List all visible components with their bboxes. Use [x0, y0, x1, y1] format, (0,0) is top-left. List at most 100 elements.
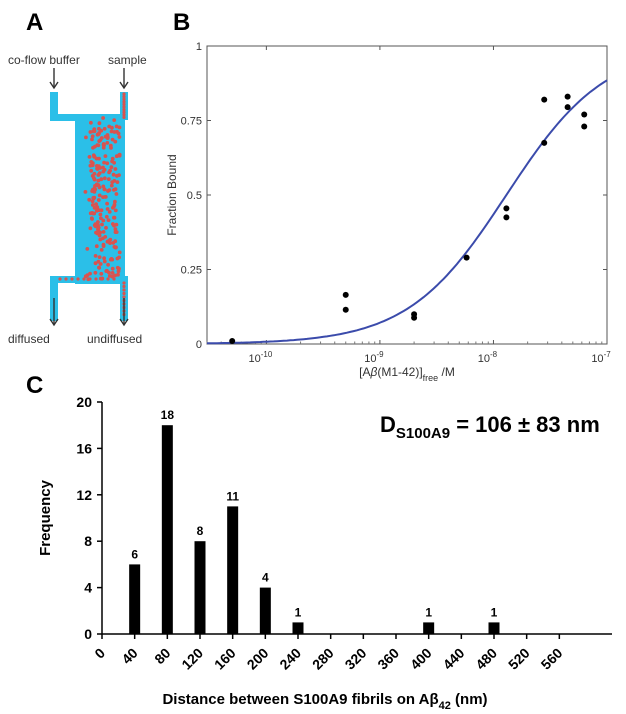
data-point [229, 338, 236, 345]
coflow-label: co-flow buffer [8, 53, 80, 67]
particle [87, 197, 92, 202]
data-point [503, 205, 510, 212]
particle [91, 211, 95, 216]
particle [87, 155, 92, 159]
particle [96, 178, 101, 183]
particle [122, 291, 126, 296]
particle [100, 277, 104, 281]
particle [102, 160, 106, 165]
particle [109, 146, 113, 150]
particle [92, 177, 97, 182]
particle [112, 130, 117, 134]
particle [110, 271, 115, 275]
particle [107, 188, 112, 193]
particle [102, 256, 106, 261]
particle [99, 271, 104, 276]
particle [93, 254, 98, 258]
particle [85, 247, 90, 251]
particle [89, 168, 94, 173]
particle [117, 250, 122, 255]
data-point [463, 254, 470, 261]
particle [96, 198, 101, 202]
particle [89, 160, 94, 164]
particle [117, 153, 121, 158]
particle [88, 271, 92, 276]
bar [129, 564, 141, 634]
particle [97, 121, 102, 126]
particle [122, 295, 126, 299]
x-tick-label: 200 [244, 645, 272, 673]
y-tick-label: 0 [84, 626, 92, 642]
particle [99, 177, 104, 182]
data-point [541, 96, 548, 103]
particle [122, 97, 126, 101]
particle [100, 222, 104, 227]
undiffused-label: undiffused [87, 332, 142, 346]
particle [112, 179, 117, 183]
particle [108, 241, 112, 246]
particle [106, 262, 110, 267]
particle [94, 244, 99, 249]
particle [99, 216, 103, 221]
data-point [342, 306, 349, 313]
y-tick-label: 0.25 [181, 265, 202, 277]
device-channel [50, 92, 58, 120]
particle [112, 202, 117, 207]
panel-a: A co-flow buffer sample diffused undiffu… [8, 9, 147, 346]
particle [102, 259, 107, 264]
device-arrows [49, 68, 129, 327]
particle [98, 237, 103, 242]
particle [122, 288, 126, 292]
particle [64, 277, 68, 281]
panel-c-x-label: Distance between S100A9 fibrils on Aβ42 … [162, 691, 487, 709]
particle [99, 208, 104, 213]
y-tick-label: 1 [196, 41, 202, 53]
particle [101, 195, 105, 200]
particle [88, 277, 92, 281]
particle [97, 193, 102, 198]
particle [83, 190, 88, 194]
bar [292, 622, 304, 634]
particle [112, 160, 116, 165]
particle [97, 265, 102, 270]
panel-c-y-label: Frequency [37, 479, 54, 556]
x-tick-label: 10-7 [591, 350, 611, 365]
particle [122, 92, 126, 96]
particle [103, 195, 108, 199]
particle [112, 277, 116, 281]
panel-b-x-ticks: 10-10 10-9 10-8 10-7 [206, 46, 611, 365]
particle [93, 270, 98, 275]
particle [112, 118, 117, 122]
bar-data-label: 1 [295, 605, 302, 619]
particle [94, 202, 98, 207]
particle [106, 177, 111, 182]
arrow-head [119, 318, 129, 327]
particle [90, 137, 94, 142]
particle [97, 185, 102, 190]
x-tick-label: 440 [440, 645, 468, 673]
particle [96, 164, 101, 169]
data-point [564, 93, 571, 100]
particle [58, 277, 62, 281]
x-tick-label: 160 [211, 645, 239, 673]
particle [115, 256, 120, 261]
x-tick-label: 400 [407, 645, 435, 673]
diameter-annotation: DS100A9 = 106 ± 83 nm [380, 412, 600, 442]
arrow-head [49, 318, 59, 327]
particle [91, 196, 96, 200]
particle [113, 239, 118, 244]
particle [93, 224, 98, 229]
particle [98, 262, 103, 266]
y-tick-label: 0.75 [181, 116, 202, 128]
particle [94, 277, 98, 281]
particle [82, 277, 86, 281]
particle [103, 235, 108, 239]
data-point [503, 214, 510, 221]
particle [122, 113, 126, 117]
particle [122, 284, 126, 289]
particle [101, 230, 106, 234]
particle [107, 170, 111, 175]
particle [106, 218, 111, 223]
particle [101, 218, 106, 223]
particle [107, 274, 112, 278]
